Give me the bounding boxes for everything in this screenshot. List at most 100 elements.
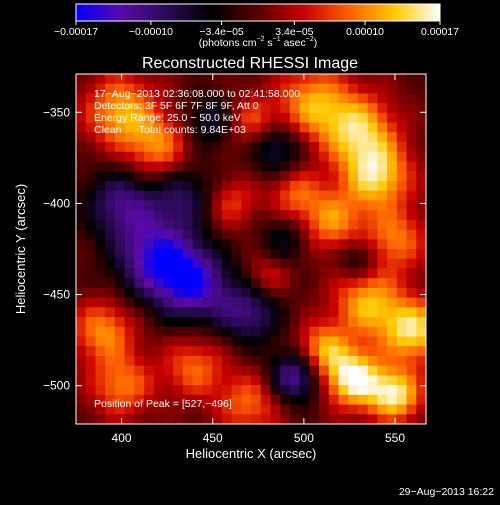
heatmap-cell <box>309 249 320 260</box>
heatmap-cell <box>348 229 359 240</box>
heatmap-cell <box>241 132 252 143</box>
heatmap-cell <box>221 278 233 289</box>
heatmap-cell <box>289 239 301 250</box>
heatmap-cell <box>182 132 194 143</box>
heatmap-cell <box>348 93 359 104</box>
heatmap-cell <box>231 74 242 85</box>
heatmap-cell <box>134 297 145 308</box>
heatmap-cell <box>270 161 281 172</box>
heatmap-cell <box>212 200 223 211</box>
heatmap-cell <box>124 287 135 299</box>
heatmap-cell <box>76 171 87 182</box>
heatmap-cell <box>241 249 252 260</box>
heatmap-cell <box>406 103 417 114</box>
heatmap-cell <box>153 190 164 201</box>
heatmap-cell <box>338 229 349 240</box>
heatmap-cell <box>289 414 301 425</box>
heatmap-cell <box>270 103 281 114</box>
heatmap-cell <box>85 180 96 192</box>
heatmap-cell <box>241 385 252 396</box>
heatmap-cell <box>299 122 310 133</box>
heatmap-cell <box>416 375 427 386</box>
heatmap-cell <box>328 307 339 318</box>
heatmap-cell <box>251 180 262 192</box>
heatmap-cell <box>328 132 339 143</box>
heatmap-cell <box>357 404 369 415</box>
heatmap-cell <box>202 151 213 162</box>
heatmap-cell <box>241 93 252 104</box>
heatmap-cell <box>416 112 427 124</box>
heatmap-cell <box>241 404 252 415</box>
heatmap-cell <box>406 404 417 415</box>
heatmap-cell <box>396 365 408 376</box>
heatmap-cell <box>377 229 388 240</box>
heatmap-cell <box>221 132 233 143</box>
heatmap-cell <box>124 180 135 192</box>
heatmap-cell <box>387 268 398 279</box>
heatmap-cell <box>153 103 164 114</box>
y-axis-label: Heliocentric Y (arcsec) <box>13 184 28 314</box>
heatmap-cell <box>387 180 398 192</box>
heatmap-cell <box>251 355 262 367</box>
heatmap-cell <box>231 317 242 328</box>
colorbar-gradient <box>75 3 441 22</box>
heatmap-cell <box>377 404 388 415</box>
heatmap-cell <box>406 365 417 376</box>
heatmap-cell <box>357 219 369 231</box>
heatmap-cell <box>85 171 96 182</box>
heatmap-cell <box>114 103 126 114</box>
heatmap-cell <box>338 93 349 104</box>
heatmap-cell <box>377 161 388 172</box>
heatmap-cell <box>241 112 252 124</box>
heatmap-cell <box>367 307 378 318</box>
heatmap-cell <box>328 385 339 396</box>
heatmap-cell <box>202 171 213 182</box>
heatmap-cell <box>319 83 330 94</box>
heatmap-cell <box>202 365 213 376</box>
heatmap-cell <box>270 112 281 124</box>
heatmap-cell <box>202 142 213 153</box>
heatmap-cell <box>309 307 320 318</box>
heatmap-cell <box>289 74 301 85</box>
heatmap-cell <box>416 219 427 231</box>
heatmap-cell <box>105 142 116 153</box>
heatmap-cell <box>348 355 359 367</box>
heatmap-cell <box>338 200 349 211</box>
heatmap-cell <box>396 190 408 201</box>
heatmap-cell <box>260 142 271 153</box>
heatmap-cell <box>202 375 213 386</box>
heatmap-cell <box>299 210 310 221</box>
heatmap-cell <box>163 239 174 250</box>
heatmap-cell <box>144 74 155 85</box>
heatmap-cell <box>367 326 378 337</box>
heatmap-cell <box>173 258 184 269</box>
heatmap-cell <box>192 229 203 240</box>
heatmap-cell <box>221 268 233 279</box>
heatmap-cell <box>309 190 320 201</box>
heatmap-cell <box>124 200 135 211</box>
heatmap-cell <box>182 93 194 104</box>
heatmap-cell <box>280 151 291 162</box>
heatmap-cell <box>319 297 330 308</box>
heatmap-cell <box>328 278 339 289</box>
heatmap-cell <box>270 219 281 231</box>
heatmap-cell <box>202 414 213 425</box>
heatmap-cell <box>76 151 87 162</box>
heatmap-cell <box>231 142 242 153</box>
heatmap-cell <box>221 394 233 406</box>
heatmap-cell <box>85 394 96 406</box>
heatmap-cell <box>153 346 164 357</box>
heatmap-cell <box>406 112 417 124</box>
heatmap-cell <box>357 161 369 172</box>
peak-label: Position of Peak = [527,−496] <box>94 398 232 410</box>
heatmap-cell <box>309 336 320 347</box>
heatmap-cell <box>105 278 116 289</box>
heatmap-cell <box>76 404 87 415</box>
heatmap-cell <box>173 326 184 337</box>
heatmap-cell <box>85 326 96 337</box>
heatmap-cell <box>299 151 310 162</box>
heatmap-cell <box>241 258 252 269</box>
heatmap-cell <box>299 297 310 308</box>
heatmap-cell <box>95 278 106 289</box>
heatmap-cell <box>85 317 96 328</box>
